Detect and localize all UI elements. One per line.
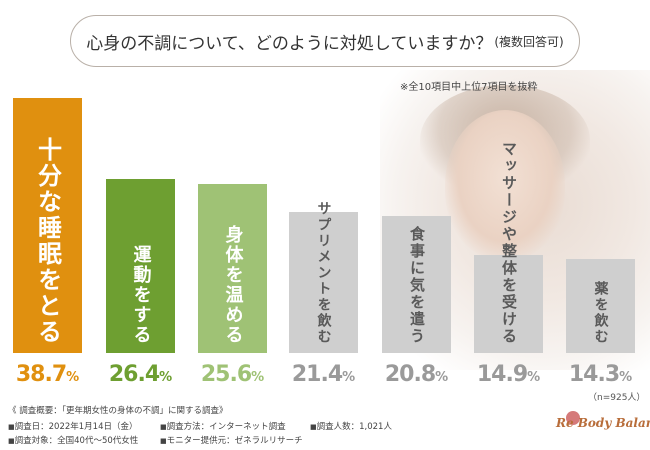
value-number-1: 38.7 bbox=[15, 362, 67, 387]
value-unit-1: % bbox=[66, 370, 79, 385]
bar-label-3: 身体を温める bbox=[222, 225, 244, 345]
bar-6: マッサージや整体を受ける bbox=[474, 141, 543, 353]
value-unit-4: % bbox=[342, 370, 355, 385]
logo-mark-icon bbox=[566, 411, 580, 425]
value-label-4: 21.4% bbox=[278, 362, 368, 387]
value-unit-6: % bbox=[527, 370, 540, 385]
value-number-3: 25.6 bbox=[200, 362, 252, 387]
bar-label-1: 十分な睡眠をとる bbox=[33, 137, 62, 345]
value-label-1: 38.7% bbox=[2, 362, 92, 387]
value-label-3: 25.6% bbox=[187, 362, 277, 387]
value-unit-2: % bbox=[159, 370, 172, 385]
footer-method: ■調査方法：インターネット調査 bbox=[160, 422, 286, 432]
value-label-2: 26.4% bbox=[95, 362, 185, 387]
sample-size-note: （n=925人） bbox=[588, 393, 646, 403]
value-number-4: 21.4 bbox=[291, 362, 343, 387]
bar-label-5: 食事に気を遣う bbox=[408, 226, 426, 345]
value-unit-7: % bbox=[619, 370, 632, 385]
bar-3: 身体を温める bbox=[198, 184, 267, 353]
question-title: 心身の不調について、どのように対処していますか？ bbox=[86, 33, 493, 54]
bar-5: 食事に気を遣う bbox=[382, 216, 451, 353]
selection-note: ※全10項目中上位7項目を抜粋 bbox=[400, 82, 538, 93]
value-number-6: 14.9 bbox=[476, 362, 528, 387]
value-unit-5: % bbox=[435, 370, 448, 385]
question-title-box: 心身の不調について、どのように対処していますか？ (複数回答可) bbox=[70, 15, 580, 67]
value-number-7: 14.3 bbox=[568, 362, 620, 387]
bar-label-2: 運動をする bbox=[130, 245, 152, 345]
bar-label-4: サプリメントを飲む bbox=[315, 201, 332, 345]
footer-target: ■調査対象：全国40代～50代女性 bbox=[8, 436, 139, 446]
value-label-7: 14.3% bbox=[555, 362, 645, 387]
bar-1: 十分な睡眠をとる bbox=[13, 98, 82, 353]
bar-label-7: 薬を飲む bbox=[592, 281, 609, 345]
value-number-2: 26.4 bbox=[108, 362, 160, 387]
bar-2: 運動をする bbox=[106, 179, 175, 353]
value-label-5: 20.8% bbox=[371, 362, 461, 387]
footer-date: ■調査日：2022年1月14日（金） bbox=[8, 422, 138, 432]
value-label-6: 14.9% bbox=[463, 362, 553, 387]
bar-7: 薬を飲む bbox=[566, 259, 635, 353]
bar-4: サプリメントを飲む bbox=[289, 201, 358, 353]
value-unit-3: % bbox=[251, 370, 264, 385]
footer-provider: ■モニター提供元：ゼネラルリサーチ bbox=[160, 436, 303, 446]
background-photo-face bbox=[445, 110, 565, 260]
question-subtitle: (複数回答可) bbox=[494, 34, 564, 49]
footer-heading: 《 調査概要：「更年期女性の身体の不調」に関する調査》 bbox=[8, 406, 228, 416]
footer-count: ■調査人数：1,021人 bbox=[310, 422, 392, 432]
brand-logo: Re Body Balance bbox=[556, 416, 650, 430]
bar-label-6: マッサージや整体を受ける bbox=[500, 141, 518, 345]
value-number-5: 20.8 bbox=[384, 362, 436, 387]
